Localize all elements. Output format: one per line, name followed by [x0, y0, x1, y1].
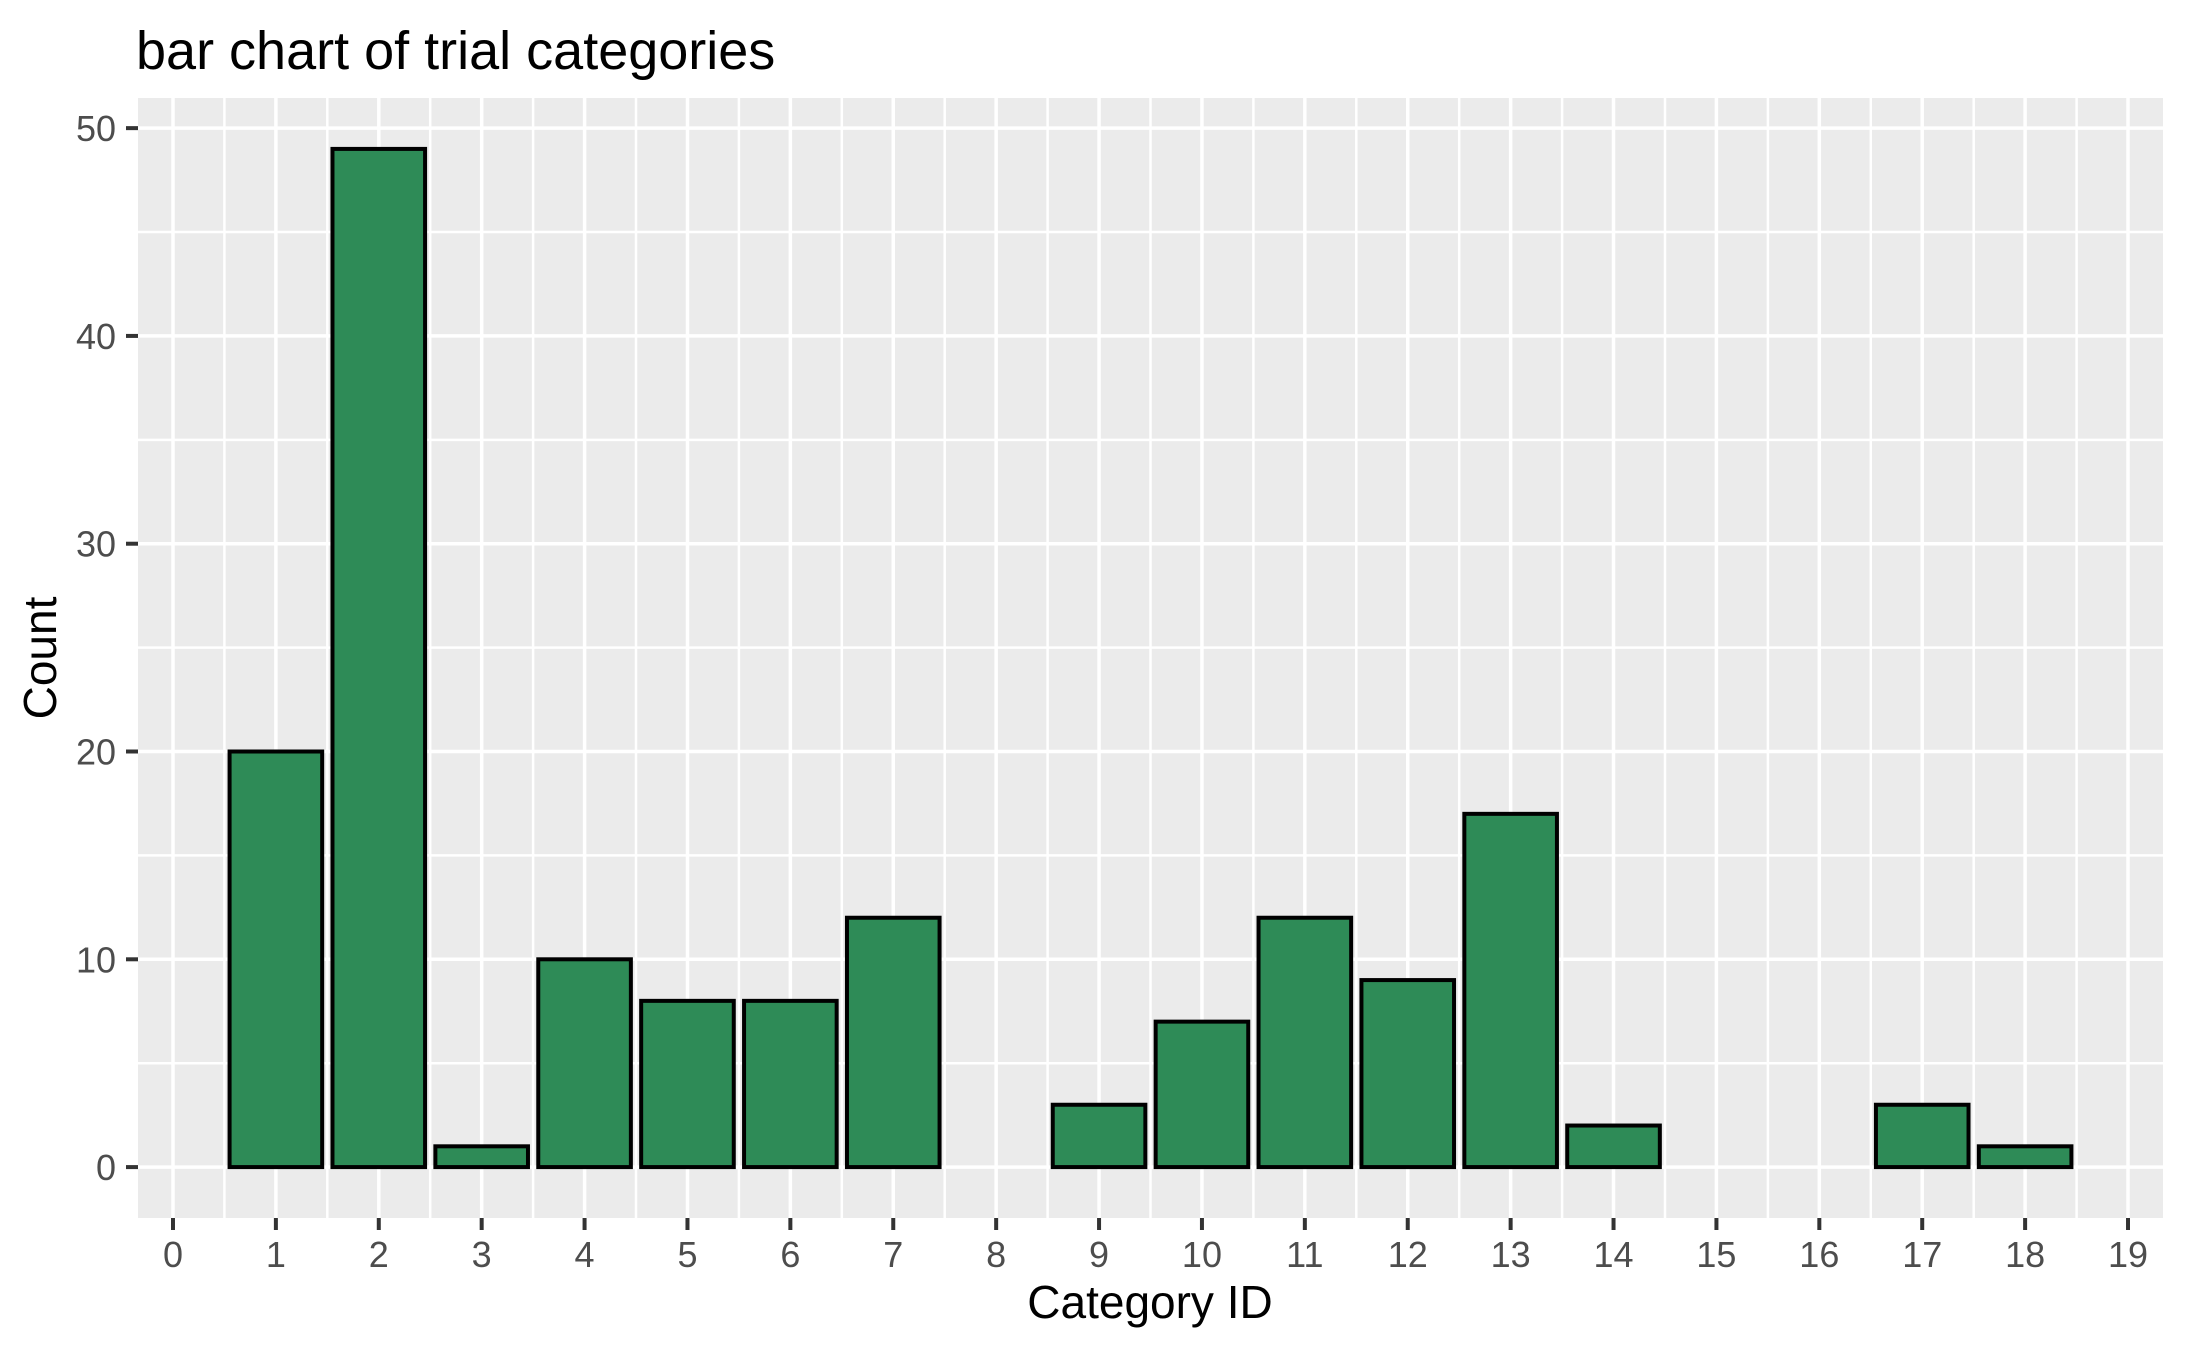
bar-category-3: [433, 1144, 530, 1170]
x-tick-label: 10: [1182, 1234, 1222, 1275]
x-axis-title: Category ID: [1027, 1276, 1273, 1328]
x-tick-label: 0: [163, 1234, 183, 1275]
bar-category-4: [536, 957, 633, 1170]
x-tick-label: 13: [1491, 1234, 1531, 1275]
bar-category-12: [1359, 978, 1457, 1170]
x-tick-label: 16: [1799, 1234, 1839, 1275]
x-tick-label: 1: [266, 1234, 286, 1275]
bar-category-5: [639, 998, 736, 1170]
bar-category-13: [1462, 811, 1559, 1170]
y-tick-label: 40: [76, 316, 116, 357]
bar-category-11: [1256, 915, 1354, 1170]
y-axis-title: Count: [14, 596, 66, 720]
x-tick-label: 9: [1089, 1234, 1109, 1275]
y-tick-label: 10: [76, 939, 116, 980]
y-tick-label: 20: [76, 732, 116, 773]
x-tick-label: 19: [2108, 1234, 2148, 1275]
bar-category-10: [1153, 1019, 1251, 1170]
x-tick-label: 18: [2005, 1234, 2045, 1275]
bar-category-2: [330, 146, 428, 1170]
x-tick-label: 17: [1902, 1234, 1942, 1275]
x-tick-label: 3: [472, 1234, 492, 1275]
bar-category-6: [742, 998, 839, 1170]
x-tick-label: 14: [1594, 1234, 1634, 1275]
x-tick-label: 6: [780, 1234, 800, 1275]
bar-category-9: [1050, 1102, 1148, 1170]
chart-title: bar chart of trial categories: [136, 21, 776, 81]
y-tick-label: 50: [76, 108, 116, 149]
bar-category-17: [1873, 1102, 1971, 1170]
y-tick-label: 30: [76, 524, 116, 565]
x-tick-label: 11: [1286, 1234, 1323, 1275]
x-tick-label: 15: [1696, 1234, 1736, 1275]
x-tick-label: 12: [1388, 1234, 1428, 1275]
bar-category-1: [227, 749, 325, 1170]
bar-category-14: [1565, 1123, 1662, 1170]
x-tick-label: 7: [883, 1234, 903, 1275]
bar-category-18: [1976, 1144, 2074, 1170]
x-tick-label: 8: [986, 1234, 1006, 1275]
y-tick-label: 0: [96, 1147, 116, 1188]
x-tick-label: 4: [575, 1234, 595, 1275]
bar-category-7: [844, 915, 942, 1170]
x-tick-label: 2: [369, 1234, 389, 1275]
x-tick-label: 5: [677, 1234, 697, 1275]
